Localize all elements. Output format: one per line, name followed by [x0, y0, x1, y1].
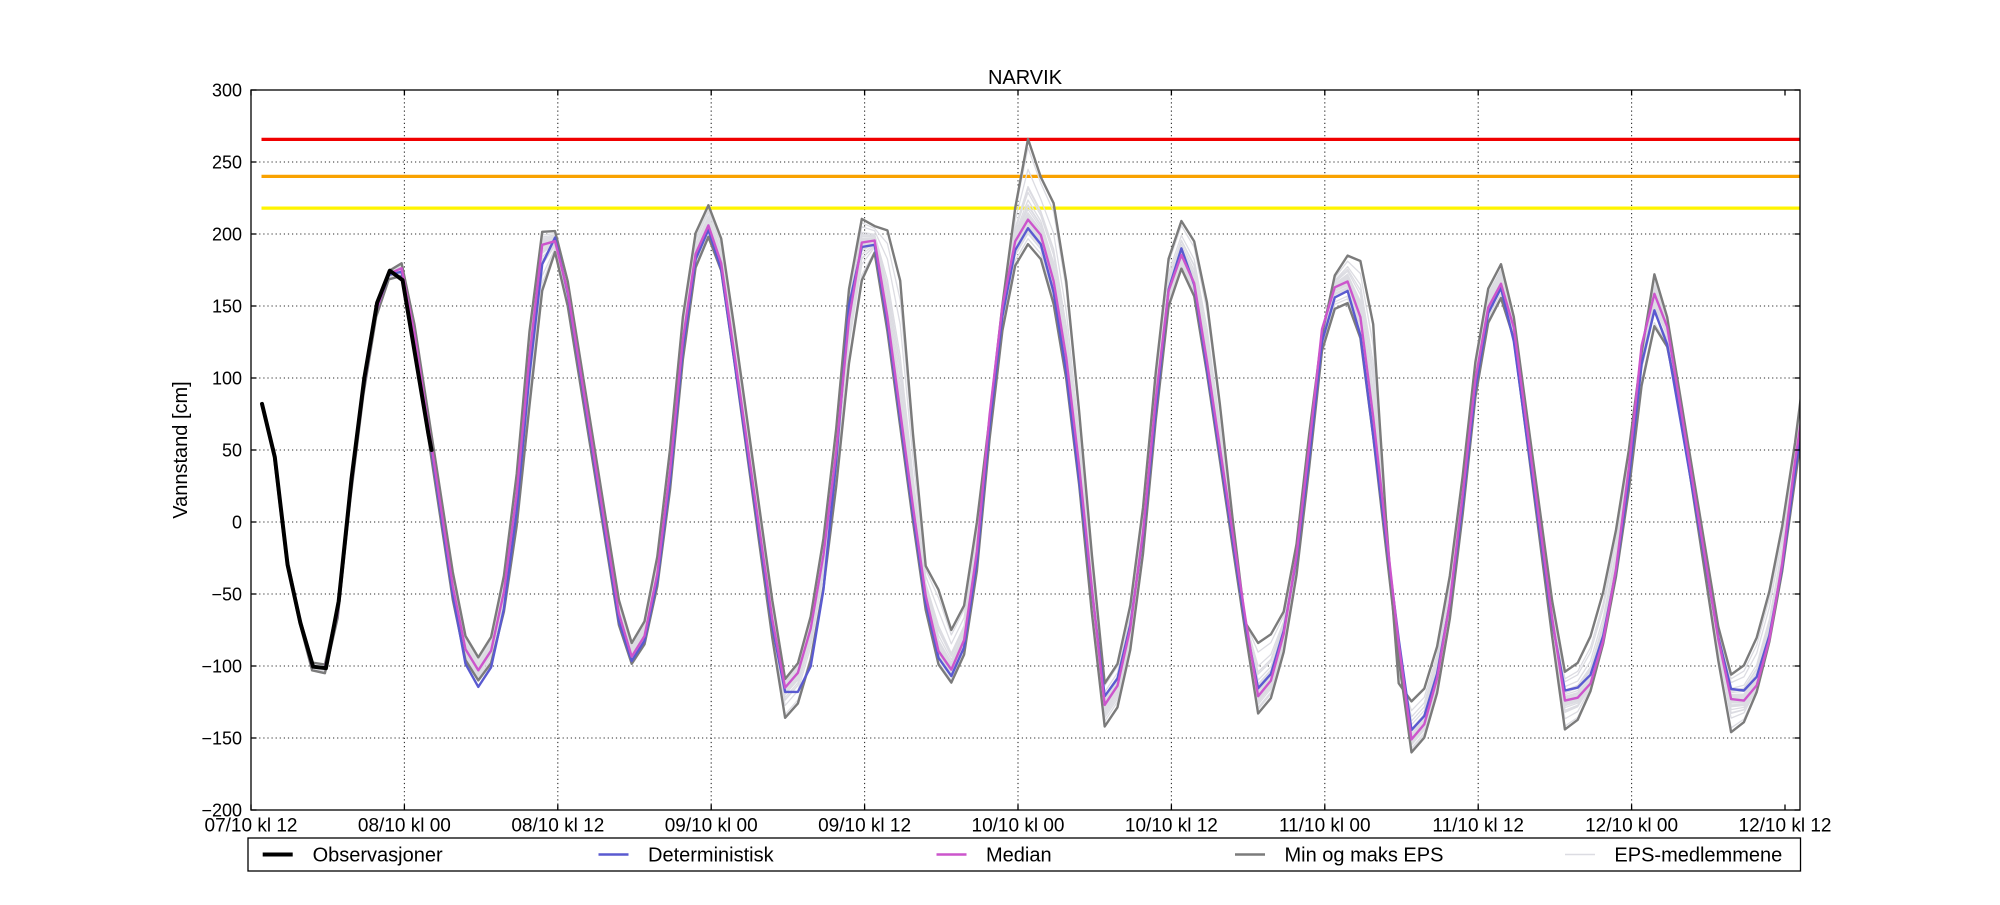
svg-text:11/10 kl 12: 11/10 kl 12 [1432, 816, 1524, 837]
svg-text:200: 200 [212, 225, 242, 245]
svg-text:12/10 kl 12: 12/10 kl 12 [1739, 816, 1832, 837]
svg-text:−200: −200 [201, 801, 242, 821]
svg-text:−150: −150 [201, 729, 242, 749]
svg-text:Observasjoner: Observasjoner [313, 845, 443, 867]
svg-text:−50: −50 [211, 585, 242, 605]
svg-text:07/10 kl 12: 07/10 kl 12 [205, 816, 298, 837]
svg-text:Deterministisk: Deterministisk [648, 845, 775, 867]
svg-text:10/10 kl 12: 10/10 kl 12 [1125, 816, 1218, 837]
svg-text:09/10 kl 12: 09/10 kl 12 [818, 816, 911, 837]
svg-text:EPS-medlemmene: EPS-medlemmene [1614, 845, 1782, 867]
svg-text:08/10 kl 00: 08/10 kl 00 [358, 816, 451, 837]
svg-text:50: 50 [222, 441, 242, 461]
svg-text:NARVIK: NARVIK [988, 67, 1063, 89]
svg-text:08/10 kl 12: 08/10 kl 12 [511, 816, 604, 837]
svg-text:0: 0 [232, 513, 242, 533]
svg-text:Min og maks EPS: Min og maks EPS [1285, 845, 1444, 867]
svg-text:Median: Median [986, 845, 1052, 867]
svg-text:12/10 kl 00: 12/10 kl 00 [1585, 816, 1678, 837]
svg-text:−100: −100 [201, 657, 242, 677]
svg-text:300: 300 [212, 81, 242, 101]
svg-text:Vannstand [cm]: Vannstand [cm] [170, 381, 192, 518]
svg-text:09/10 kl 00: 09/10 kl 00 [665, 816, 758, 837]
svg-text:250: 250 [212, 153, 242, 173]
svg-text:11/10 kl 00: 11/10 kl 00 [1279, 816, 1371, 837]
svg-text:100: 100 [212, 369, 242, 389]
svg-text:150: 150 [212, 297, 242, 317]
svg-text:10/10 kl 00: 10/10 kl 00 [972, 816, 1065, 837]
